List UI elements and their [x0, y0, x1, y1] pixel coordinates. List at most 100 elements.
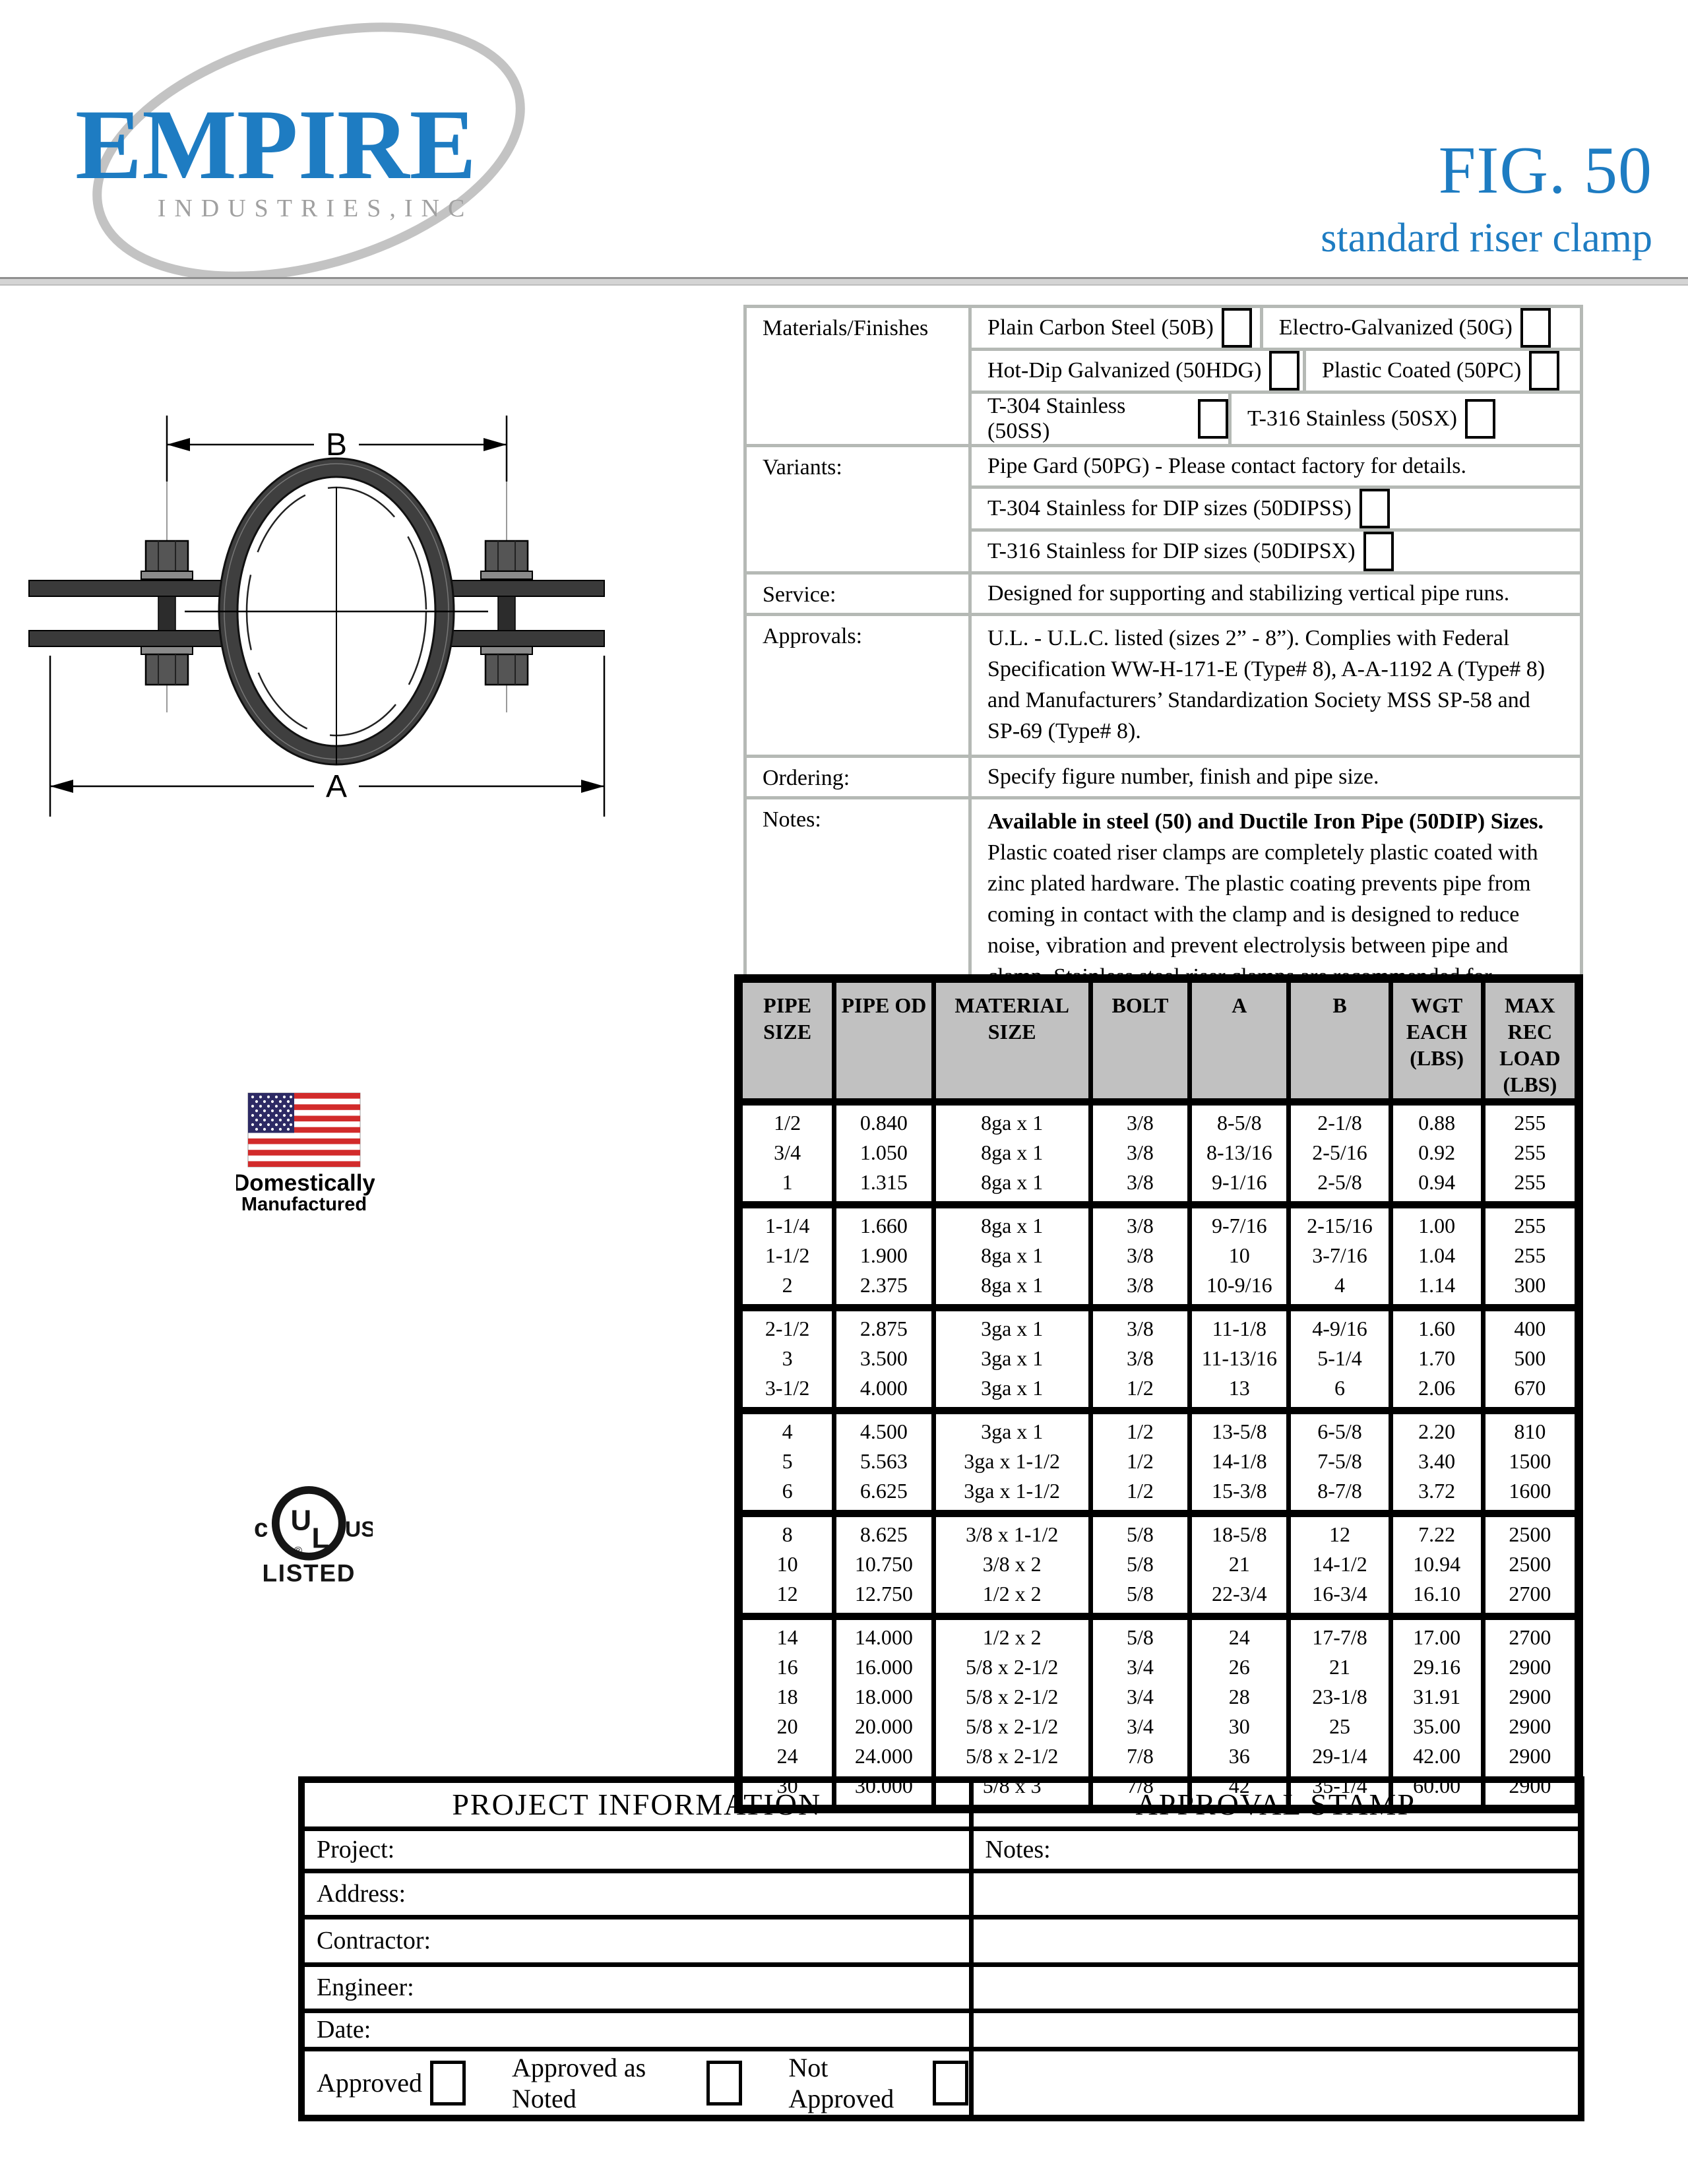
spec-cell: 2-5/16: [1286, 1138, 1393, 1168]
spec-cell: 7-5/8: [1286, 1447, 1393, 1476]
spec-cell: 20: [735, 1712, 837, 1741]
spec-cell: 31.91: [1388, 1682, 1485, 1712]
spec-cell: 1.900: [832, 1241, 936, 1270]
info-table: Materials/Finishes Plain Carbon Steel (5…: [743, 305, 1583, 1065]
checkbox-not-approved[interactable]: [932, 2060, 968, 2106]
spec-cell: 3ga x 1-1/2: [931, 1447, 1093, 1476]
spec-cell: 2.375: [832, 1270, 936, 1308]
checkbox-50hdg[interactable]: [1269, 351, 1300, 390]
project-table: PROJECT INFORMATION APPROVAL STAMP Proje…: [298, 1776, 1584, 2121]
approval-stamp-empty-cell: [968, 1868, 1584, 1919]
spec-cell: 13-5/8: [1187, 1410, 1292, 1447]
checkbox-50b[interactable]: [1221, 308, 1252, 348]
brand-subtitle: INDUSTRIES,INC: [158, 195, 474, 222]
spec-cell: 4.000: [832, 1373, 936, 1411]
spec-cell: 3-1/2: [735, 1373, 837, 1411]
spec-cell: 2: [735, 1270, 837, 1308]
spec-cell: 24: [735, 1741, 837, 1771]
table-row: 5 5.563 3ga x 1-1/2 1/2 14-1/8 7-5/8 3.40 1500: [735, 1447, 1582, 1476]
spec-cell: 17.00: [1388, 1616, 1485, 1652]
checkbox-50dipss[interactable]: [1359, 489, 1390, 528]
table-row: 10 10.750 3/8 x 2 5/8 21 14-1/2 10.94 2500: [735, 1549, 1582, 1579]
spec-cell: 14-1/8: [1187, 1447, 1292, 1476]
spec-cell: 5.563: [832, 1447, 936, 1476]
checkbox-50dipsx[interactable]: [1363, 532, 1394, 571]
spec-cell: 2.875: [832, 1307, 936, 1344]
ul-listed-icon: U L ® c US LISTED: [254, 1485, 373, 1587]
figure-title-block: FIG. 50 standard riser clamp: [1321, 137, 1652, 259]
spec-cell: 16.10: [1388, 1579, 1485, 1617]
col-header-a: A: [1187, 976, 1292, 1104]
ul-c: c: [254, 1514, 268, 1542]
brand-name: EMPIRE: [75, 89, 476, 200]
checkbox-50sx[interactable]: [1464, 399, 1495, 439]
spec-cell: 1.14: [1388, 1270, 1485, 1308]
col-header-pipe-size: PIPE SIZE: [735, 976, 837, 1104]
spec-cell: 0.94: [1388, 1168, 1485, 1205]
spec-cell: 0.92: [1388, 1138, 1485, 1168]
table-row: 24 24.000 5/8 x 2-1/2 7/8 36 29-1/4 42.00 2900: [735, 1741, 1582, 1771]
spec-cell: 1.660: [832, 1204, 936, 1241]
checkbox-approved-as-noted[interactable]: [706, 2060, 743, 2106]
spec-cell: 3/8: [1088, 1307, 1193, 1344]
table-row: 1-1/2 1.900 8ga x 1 3/8 10 3-7/16 1.04 255: [735, 1241, 1582, 1270]
spec-cell: 10: [735, 1549, 837, 1579]
spec-cell: 6: [1286, 1373, 1393, 1411]
spec-group: 2-1/2 2.875 3ga x 1 3/8 11-1/8 4-9/16 1.60 400 3…: [735, 1307, 1582, 1411]
spec-cell: 500: [1480, 1344, 1582, 1373]
table-row: 12 12.750 1/2 x 2 5/8 22-3/4 16-3/4 16.10 2700: [735, 1579, 1582, 1617]
project-field-label: Date:: [299, 2008, 974, 2051]
spec-cell: 3ga x 1-1/2: [931, 1476, 1093, 1514]
spec-cell: 15-3/8: [1187, 1476, 1292, 1514]
col-header-pipe-od: PIPE OD: [832, 976, 936, 1104]
spec-cell: 1-1/2: [735, 1241, 837, 1270]
ul-registered-mark: ®: [294, 1544, 303, 1557]
figure-number: FIG. 50: [1438, 133, 1652, 208]
spec-group: 1-1/4 1.660 8ga x 1 3/8 9-7/16 2-15/16 1.00 255…: [735, 1204, 1582, 1308]
spec-cell: 8ga x 1: [931, 1270, 1093, 1308]
approval-stamp-empty-cell: [968, 1962, 1584, 2013]
table-row: Project: Notes:: [299, 1826, 1584, 1873]
spec-cell: 10.94: [1388, 1549, 1485, 1579]
spec-cell: 2900: [1480, 1712, 1582, 1741]
spec-header-row: PIPE SIZE PIPE OD MATERIAL SIZE BOLT A B…: [735, 976, 1582, 1104]
checkbox-50g[interactable]: [1520, 308, 1551, 348]
dimension-b-label: B: [326, 427, 347, 462]
spec-cell: 1/2: [1088, 1373, 1193, 1411]
checkbox-50pc[interactable]: [1529, 351, 1560, 390]
bolt-icon: [480, 540, 533, 686]
spec-cell: 1.70: [1388, 1344, 1485, 1373]
spec-cell: 17-7/8: [1286, 1616, 1393, 1652]
spec-cell: 3ga x 1: [931, 1307, 1093, 1344]
page-title: standard riser clamp: [1321, 216, 1652, 261]
spec-cell: 1/2: [1088, 1476, 1193, 1514]
table-row: 1/2 0.840 8ga x 1 3/8 8-5/8 2-1/8 0.88 255: [735, 1102, 1582, 1138]
spec-cell: 5/8 x 2-1/2: [931, 1712, 1093, 1741]
approval-notes-label: Notes:: [968, 1826, 1584, 1873]
brand-logo: EMPIRE INDUSTRIES,INC: [75, 22, 525, 281]
spec-group: 1/2 0.840 8ga x 1 3/8 8-5/8 2-1/8 0.88 255 3/4 1.…: [735, 1102, 1582, 1205]
spec-cell: 16-3/4: [1286, 1579, 1393, 1617]
spec-cell: 2-15/16: [1286, 1204, 1393, 1241]
checkbox-approved[interactable]: [429, 2060, 466, 2106]
spec-cell: 21: [1187, 1549, 1292, 1579]
spec-cell: 42.00: [1388, 1741, 1485, 1771]
spec-cell: 7/8: [1088, 1741, 1193, 1771]
spec-cell: 10-9/16: [1187, 1270, 1292, 1308]
spec-cell: 2-1/8: [1286, 1102, 1393, 1138]
spec-group: 8 8.625 3/8 x 1-1/2 5/8 18-5/8 12 7.22 2500 10 10…: [735, 1513, 1582, 1617]
spec-cell: 8-13/16: [1187, 1138, 1292, 1168]
spec-cell: 30: [1187, 1712, 1292, 1741]
ordering-value: Specify figure number, finish and pipe s…: [987, 764, 1379, 789]
ordering-text: Specify figure number, finish and pipe s…: [972, 758, 1580, 796]
service-value: Designed for supporting and stabilizing …: [987, 581, 1510, 606]
spec-cell: 1/2: [1088, 1410, 1193, 1447]
info-label-approvals: Approvals:: [747, 616, 968, 755]
col-header-bolt: BOLT: [1088, 976, 1193, 1104]
spec-cell: 2900: [1480, 1652, 1582, 1682]
spec-cell: 12.750: [832, 1579, 936, 1617]
spec-cell: 4: [735, 1410, 837, 1447]
checkbox-50ss[interactable]: [1197, 399, 1228, 439]
ul-us: US: [345, 1517, 373, 1542]
col-header-b: B: [1286, 976, 1393, 1104]
